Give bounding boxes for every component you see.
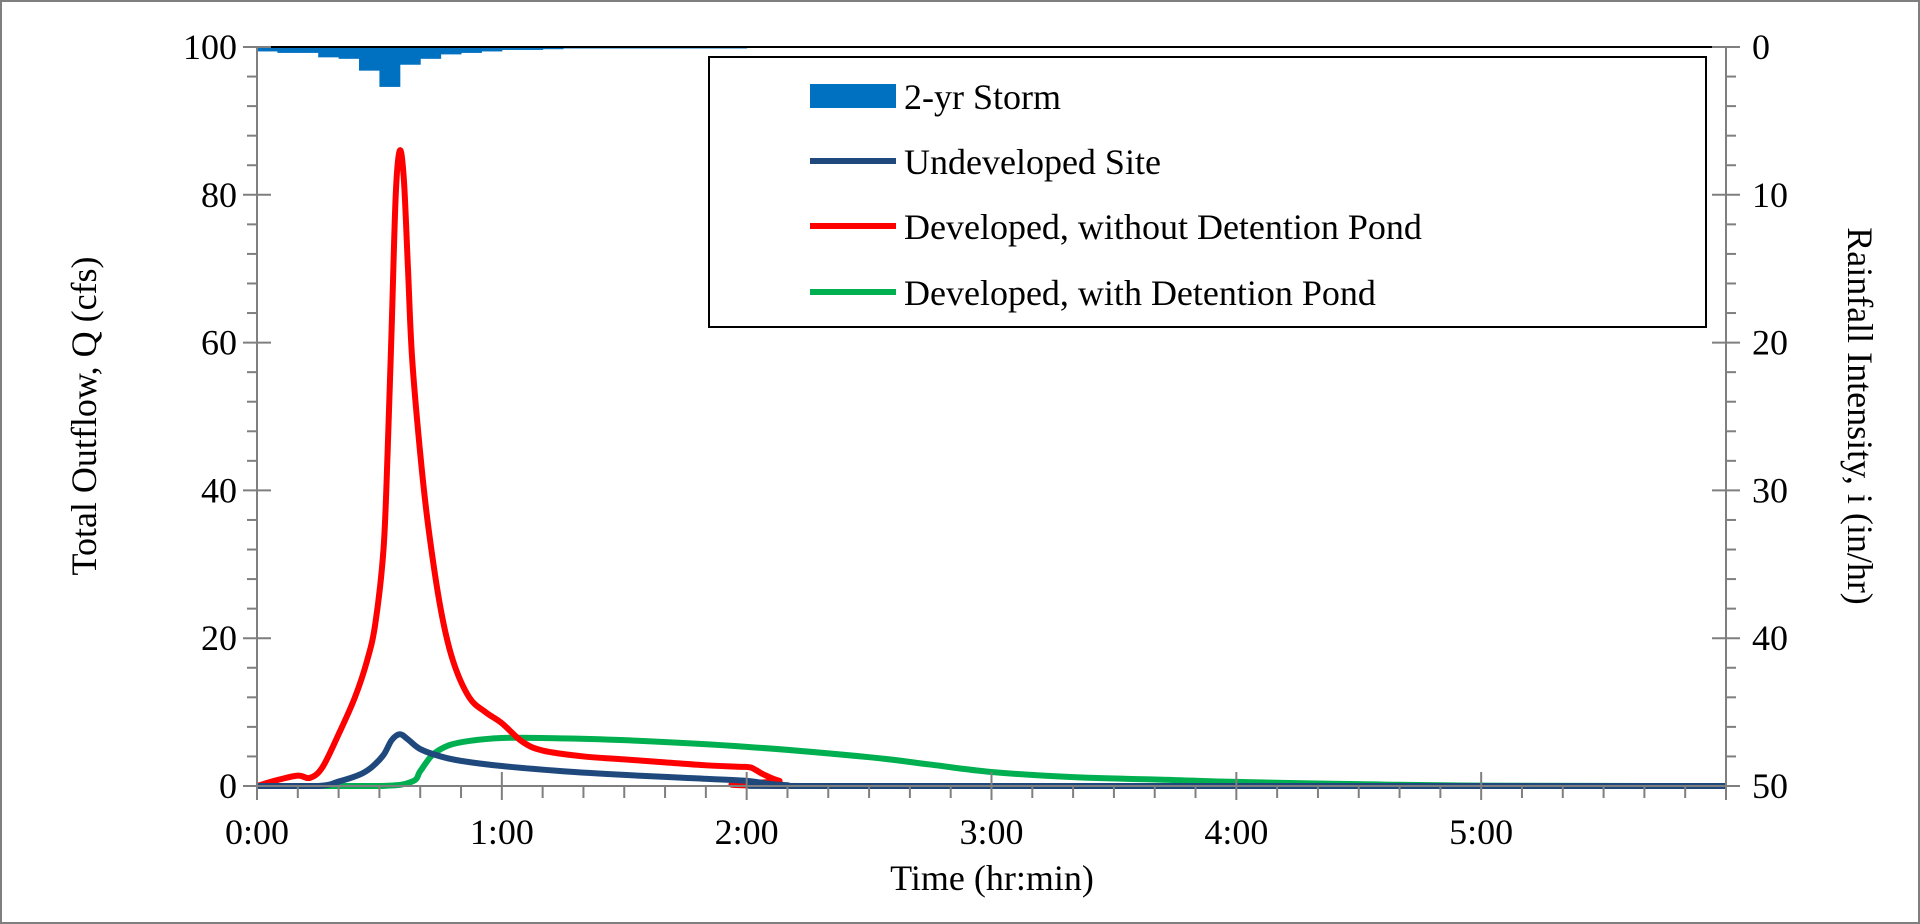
legend-label-developed-no-pond: Developed, without Detention Pond [904,207,1422,247]
rainfall-bar [481,47,503,52]
rainfall-bar [501,47,523,50]
x-tick-label: 2:00 [715,812,779,852]
legend: 2-yr Storm Undeveloped Site Developed, w… [708,56,1707,328]
rainfall-bar [257,47,278,52]
rainfall-bar [461,47,482,53]
rainfall-bar [277,47,299,53]
y-tick-label: 60 [201,323,237,363]
y2-tick-label: 10 [1752,175,1788,215]
rainfall-bar [379,47,401,87]
series-line-developed-without-detention-pond [256,147,1726,790]
x-tick-label: 1:00 [470,812,534,852]
x-tick-label: 4:00 [1204,812,1268,852]
rainfall-bar [338,47,360,59]
legend-label-developed-pond: Developed, with Detention Pond [904,273,1376,313]
rainfall-bars [257,47,748,87]
rainfall-bar [297,47,319,53]
legend-label-undeveloped: Undeveloped Site [904,142,1161,182]
y-axis-title: Total Outflow, Q (cfs) [64,256,104,575]
rainfall-bar [440,47,462,55]
x-axis-title: Time (hr:min) [890,858,1094,898]
y2-tick-label: 40 [1752,618,1788,658]
y2-tick-label: 0 [1752,27,1770,67]
y2-tick-label: 20 [1752,323,1788,363]
axes: 0 20 40 60 80 100 0 10 20 30 40 50 0:00 1:00 2:00 3:00 4… [183,27,1788,852]
y-tick-label: 0 [219,766,237,806]
y-tick-label: 40 [201,470,237,510]
x-tick-label: 5:00 [1449,812,1513,852]
rainfall-bar [542,47,564,50]
rainfall-bar [359,47,380,71]
legend-label-rainfall: 2-yr Storm [904,77,1061,117]
y2-tick-label: 50 [1752,766,1788,806]
x-tick-label: 3:00 [959,812,1023,852]
y-tick-label: 20 [201,618,237,658]
rainfall-bar [522,47,544,50]
legend-swatch-rainfall [810,84,896,108]
rainfall-bar [420,47,442,59]
y-tick-label: 100 [183,27,237,67]
y2-tick-label: 30 [1752,470,1788,510]
x-tick-label: 0:00 [225,812,289,852]
rainfall-bar [318,47,340,58]
rainfall-bar [399,47,421,65]
y-tick-label: 80 [201,175,237,215]
y2-axis-title: Rainfall Intensity, i (in/hr) [1840,227,1880,605]
